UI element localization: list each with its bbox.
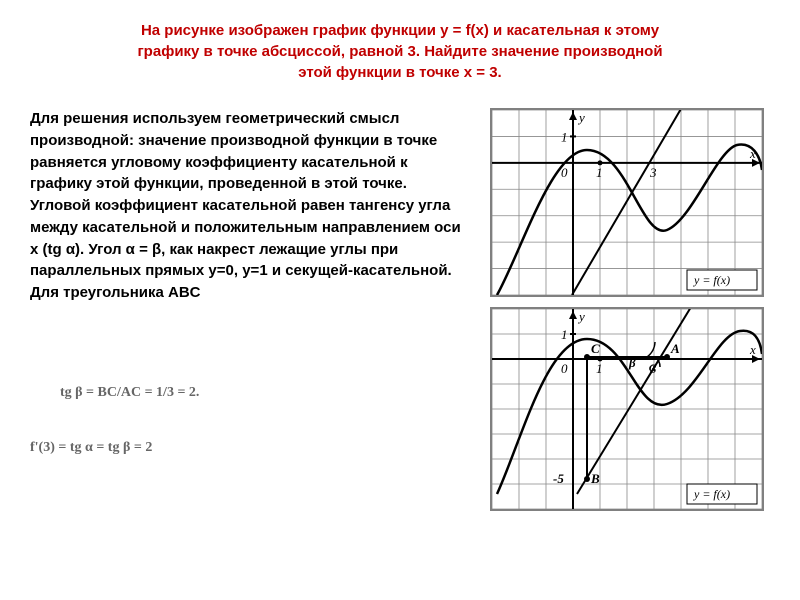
title-line3: этой функции в точке x = 3. [298, 64, 501, 81]
svg-text:1: 1 [561, 129, 568, 144]
svg-text:y = f(x): y = f(x) [693, 487, 730, 501]
body-text: Для решения используем геометрический см… [30, 110, 461, 301]
svg-text:1: 1 [561, 327, 568, 342]
svg-text:-5: -5 [553, 471, 564, 486]
svg-text:0: 0 [561, 361, 568, 376]
title-line1: На рисунке изображен график функции y = … [141, 22, 659, 39]
svg-text:1: 1 [596, 361, 603, 376]
content-row: Для решения используем геометрический см… [30, 108, 770, 511]
graph-2: yx1013CABαβ-5y = f(x) [490, 307, 764, 511]
svg-text:A: A [670, 341, 680, 356]
svg-text:y: y [577, 309, 585, 324]
problem-title: На рисунке изображен график функции y = … [30, 20, 770, 83]
svg-text:y: y [577, 110, 585, 125]
formula-overlay-2: f'(3) = tg α = tg β = 2 [30, 438, 152, 458]
svg-text:C: C [591, 341, 600, 356]
svg-text:x: x [749, 342, 756, 357]
graph-1: yx1013y = f(x) [490, 108, 764, 297]
explanation-text: Для решения используем геометрический см… [30, 108, 470, 511]
formula-overlay-1: tg β = BC/AC = 1/3 = 2. [60, 383, 199, 403]
svg-text:1: 1 [596, 165, 603, 180]
svg-text:β: β [628, 355, 636, 370]
title-line2: графику в точке абсциссой, равной 3. Най… [137, 43, 662, 60]
graphs-column: yx1013y = f(x) yx1013CABαβ-5y = f(x) [490, 108, 770, 511]
svg-text:y = f(x): y = f(x) [693, 273, 730, 287]
svg-text:α: α [649, 359, 657, 374]
svg-text:3: 3 [649, 165, 657, 180]
svg-text:B: B [590, 471, 600, 486]
